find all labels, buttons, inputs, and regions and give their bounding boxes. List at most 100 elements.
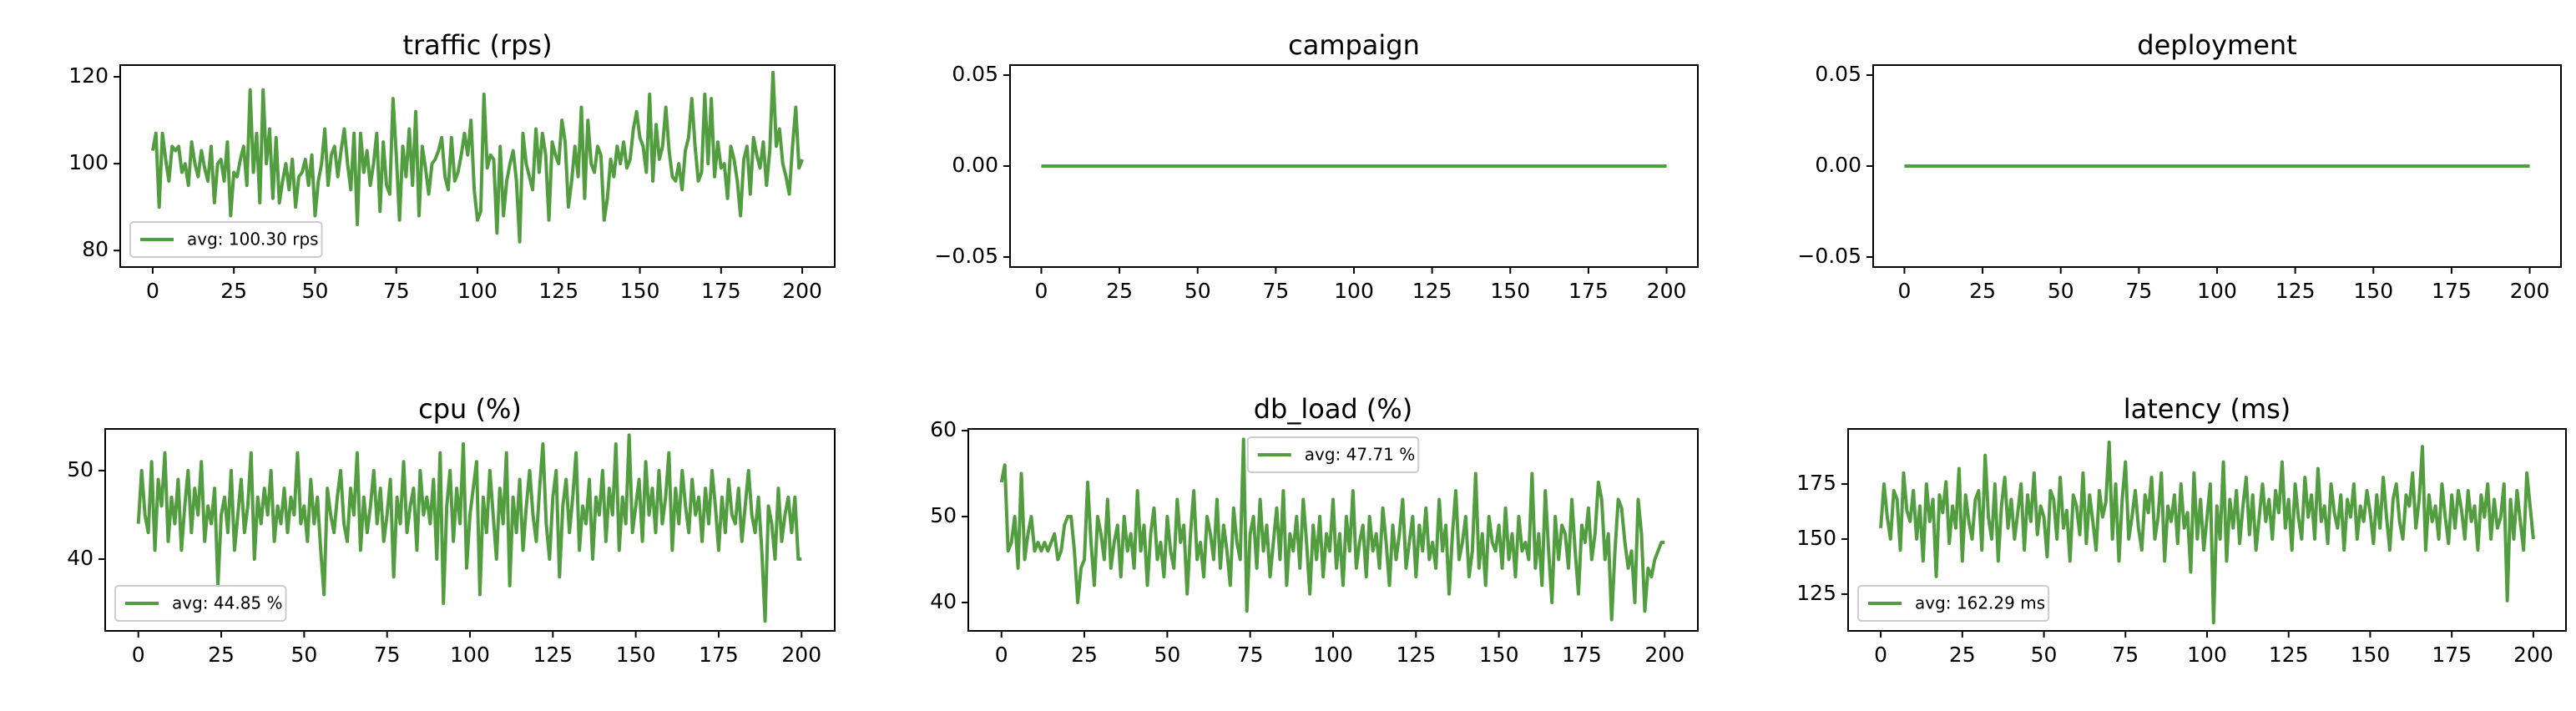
subplot: deployment 0 25 50 75 100 125 150 175 200 −0.05 0.0… bbox=[1797, 29, 2562, 303]
x-tick-label: 0 bbox=[1035, 279, 1048, 303]
axes-frame bbox=[119, 64, 836, 268]
subplot-title: traffic (rps) bbox=[402, 29, 552, 61]
x-tick-label: 175 bbox=[2432, 279, 2472, 303]
x-tick-label: 100 bbox=[2197, 279, 2237, 303]
x-tick-label: 200 bbox=[2513, 643, 2553, 667]
y-tick-label: −0.05 bbox=[934, 244, 998, 268]
x-tick-label: 50 bbox=[302, 279, 329, 303]
x-tick-label: 100 bbox=[1334, 279, 1374, 303]
y-tick-label: 175 bbox=[1796, 471, 1836, 495]
axes-frame bbox=[1009, 64, 1699, 268]
data-line bbox=[150, 70, 804, 244]
subplot: traffic (rps) 0 25 50 75 100 125 150 175 200 80 100… bbox=[68, 29, 836, 303]
axes-frame bbox=[1847, 428, 2567, 632]
y-tick-label: 0.05 bbox=[1815, 62, 1861, 86]
x-tick-label: 175 bbox=[2432, 643, 2472, 667]
x-tick-label: 125 bbox=[1412, 279, 1452, 303]
x-tick-label: 50 bbox=[1154, 643, 1180, 667]
y-tick-label: 120 bbox=[68, 63, 109, 88]
y-tick-label: 0.00 bbox=[1815, 153, 1861, 177]
x-tick-label: 175 bbox=[699, 643, 739, 667]
x-tick-label: 25 bbox=[1106, 279, 1133, 303]
x-tick-label: 150 bbox=[616, 643, 656, 667]
x-tick-label: 200 bbox=[2510, 279, 2550, 303]
y-tick-label: 60 bbox=[930, 417, 957, 441]
legend-label: avg: 100.30 rps bbox=[187, 229, 319, 250]
axes-frame bbox=[967, 428, 1699, 632]
x-tick-label: 200 bbox=[782, 279, 822, 303]
subplot-title: db_load (%) bbox=[1254, 393, 1413, 425]
legend: avg: 47.71 % bbox=[1246, 436, 1420, 473]
y-tick-label: 0.00 bbox=[952, 153, 998, 177]
x-tick-label: 175 bbox=[1568, 279, 1609, 303]
y-tick-label: 50 bbox=[930, 503, 957, 527]
legend: avg: 44.85 % bbox=[114, 585, 287, 622]
subplot-title: latency (ms) bbox=[2124, 393, 2291, 425]
legend-box bbox=[114, 585, 287, 622]
x-tick-label: 50 bbox=[1184, 279, 1211, 303]
y-tick-label: 50 bbox=[67, 457, 93, 482]
legend: avg: 100.30 rps bbox=[129, 221, 323, 258]
subplot-title: deployment bbox=[2137, 29, 2296, 61]
x-tick-label: 125 bbox=[538, 279, 578, 303]
subplot: campaign 0 25 50 75 100 125 150 175 200 −0.05 0.00 0… bbox=[934, 29, 1699, 303]
y-tick-label: 80 bbox=[82, 237, 109, 261]
x-tick-label: 100 bbox=[2187, 643, 2227, 667]
y-tick-label: 150 bbox=[1796, 526, 1836, 550]
x-tick-label: 50 bbox=[290, 643, 317, 667]
x-tick-label: 175 bbox=[1562, 643, 1602, 667]
data-line bbox=[1879, 440, 2535, 625]
x-tick-label: 25 bbox=[1949, 643, 1976, 667]
y-tick-label: 40 bbox=[930, 589, 957, 613]
x-tick-label: 200 bbox=[781, 643, 821, 667]
legend-label: avg: 47.71 % bbox=[1305, 445, 1416, 465]
x-tick-label: 75 bbox=[2125, 279, 2152, 303]
x-tick-label: 200 bbox=[1644, 643, 1685, 667]
x-tick-label: 125 bbox=[1396, 643, 1436, 667]
subplot: cpu (%) 0 25 50 75 100 125 150 175 200 40 50 avg: 44… bbox=[67, 393, 836, 667]
y-tick-label: 125 bbox=[1796, 581, 1836, 605]
x-tick-label: 125 bbox=[533, 643, 573, 667]
x-tick-label: 150 bbox=[2351, 643, 2391, 667]
x-tick-label: 150 bbox=[620, 279, 660, 303]
x-tick-label: 0 bbox=[146, 279, 159, 303]
x-tick-label: 0 bbox=[1898, 279, 1912, 303]
x-tick-label: 75 bbox=[383, 279, 410, 303]
subplot: latency (ms) 0 25 50 75 100 125 150 175 200 125 150… bbox=[1796, 393, 2567, 667]
y-tick-label: −0.05 bbox=[1797, 244, 1861, 268]
x-tick-label: 100 bbox=[450, 643, 490, 667]
x-tick-label: 150 bbox=[2353, 279, 2393, 303]
legend: avg: 162.29 ms bbox=[1857, 585, 2050, 622]
x-tick-label: 125 bbox=[2275, 279, 2316, 303]
x-tick-label: 25 bbox=[220, 279, 247, 303]
subplot-title: cpu (%) bbox=[418, 393, 522, 425]
subplot: db_load (%) 0 25 50 75 100 125 150 175 200 40 50 60 a… bbox=[930, 393, 1699, 667]
x-tick-label: 75 bbox=[1237, 643, 1264, 667]
x-tick-label: 150 bbox=[1490, 279, 1530, 303]
legend-box bbox=[1857, 585, 2050, 622]
x-tick-label: 100 bbox=[1313, 643, 1353, 667]
x-tick-label: 75 bbox=[1262, 279, 1289, 303]
x-tick-label: 25 bbox=[208, 643, 235, 667]
legend-box bbox=[1246, 436, 1420, 473]
x-tick-label: 150 bbox=[1479, 643, 1519, 667]
x-tick-label: 50 bbox=[2048, 279, 2074, 303]
x-tick-label: 50 bbox=[2031, 643, 2058, 667]
legend-label: avg: 162.29 ms bbox=[1915, 593, 2045, 613]
x-tick-label: 200 bbox=[1647, 279, 1687, 303]
y-tick-label: 0.05 bbox=[952, 62, 998, 86]
x-tick-label: 25 bbox=[1969, 279, 1996, 303]
x-tick-label: 25 bbox=[1071, 643, 1098, 667]
x-tick-label: 175 bbox=[701, 279, 741, 303]
x-tick-label: 0 bbox=[132, 643, 145, 667]
x-tick-label: 100 bbox=[457, 279, 498, 303]
x-tick-label: 0 bbox=[1874, 643, 1887, 667]
data-line bbox=[999, 437, 1665, 622]
legend-box bbox=[129, 221, 323, 258]
axes-frame bbox=[1872, 64, 2562, 268]
subplot-title: campaign bbox=[1288, 29, 1420, 61]
x-tick-label: 125 bbox=[2269, 643, 2309, 667]
x-tick-label: 75 bbox=[374, 643, 401, 667]
